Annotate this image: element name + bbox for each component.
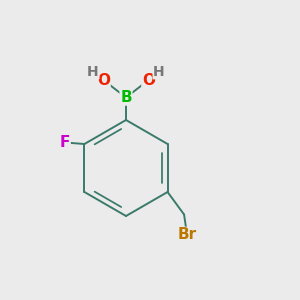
Text: H: H — [87, 65, 99, 79]
Text: F: F — [60, 135, 70, 150]
Text: O: O — [97, 73, 110, 88]
Text: B: B — [120, 90, 132, 105]
Text: H: H — [153, 65, 165, 79]
Text: Br: Br — [178, 227, 196, 242]
Text: O: O — [142, 73, 155, 88]
